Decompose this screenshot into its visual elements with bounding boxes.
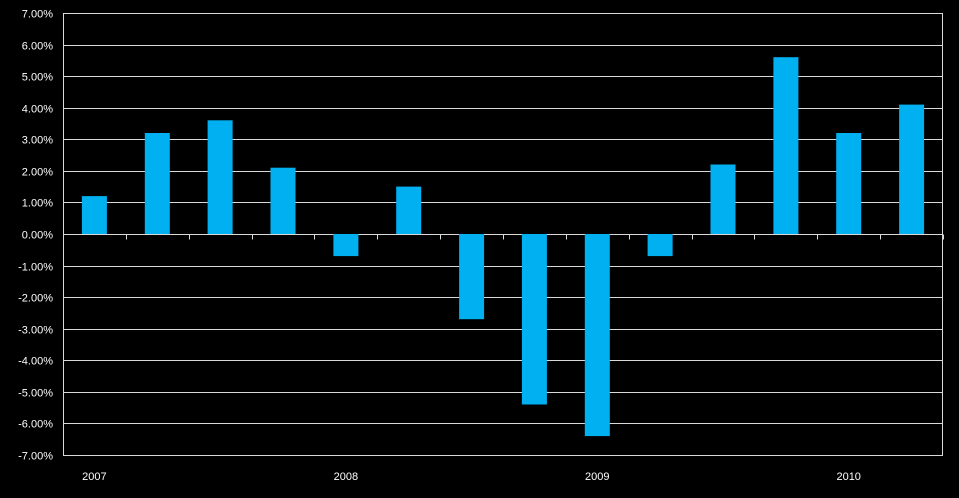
x-tick-label: 2010: [836, 471, 860, 483]
x-tick-label: 2008: [334, 471, 358, 483]
y-tick-label: -1.00%: [18, 262, 53, 274]
y-tick-label: 3.00%: [22, 135, 53, 147]
y-axis-labels: 7.00% 6.00% 5.00% 4.00% 3.00% 2.00% 1.00% 0.00%…: [18, 9, 53, 463]
y-tick-label: -7.00%: [18, 451, 53, 463]
x-tick-label: 2007: [82, 471, 106, 483]
y-tick-label: 4.00%: [22, 104, 53, 116]
bar-2009-q1: [584, 234, 610, 437]
bar-2008-q3: [459, 234, 485, 320]
y-tick-label: 6.00%: [22, 41, 53, 53]
bar-2007-q1: [81, 196, 107, 234]
y-tick-label: -5.00%: [18, 388, 53, 400]
y-tick-label: 0.00%: [22, 230, 53, 242]
bar-2010-q1: [836, 133, 862, 234]
y-tick-label: -3.00%: [18, 325, 53, 337]
bar-2007-q4: [270, 167, 296, 234]
y-tick-label: -6.00%: [18, 419, 53, 431]
bar-2009-q3: [710, 164, 736, 234]
bar-2009-q2: [647, 234, 673, 257]
y-tick-label: 2.00%: [22, 167, 53, 179]
y-tick-label: -2.00%: [18, 293, 53, 305]
y-tick-label: 1.00%: [22, 198, 53, 210]
bar-2007-q3: [207, 120, 233, 234]
bar-2010-q2: [899, 104, 925, 234]
axes: [63, 13, 944, 455]
bar-2008-q2: [396, 186, 422, 234]
bars: [81, 57, 925, 437]
bar-2007-q2: [144, 133, 170, 234]
x-tick-label: 2009: [585, 471, 609, 483]
bar-2008-q4: [521, 234, 547, 405]
y-tick-label: 7.00%: [22, 9, 53, 21]
x-axis-labels: 2007 2008 2009 2010: [82, 471, 861, 483]
y-tick-label: -4.00%: [18, 356, 53, 368]
bar-2008-q1: [333, 234, 359, 257]
y-tick-label: 5.00%: [22, 72, 53, 84]
bar-2009-q4: [773, 57, 799, 235]
